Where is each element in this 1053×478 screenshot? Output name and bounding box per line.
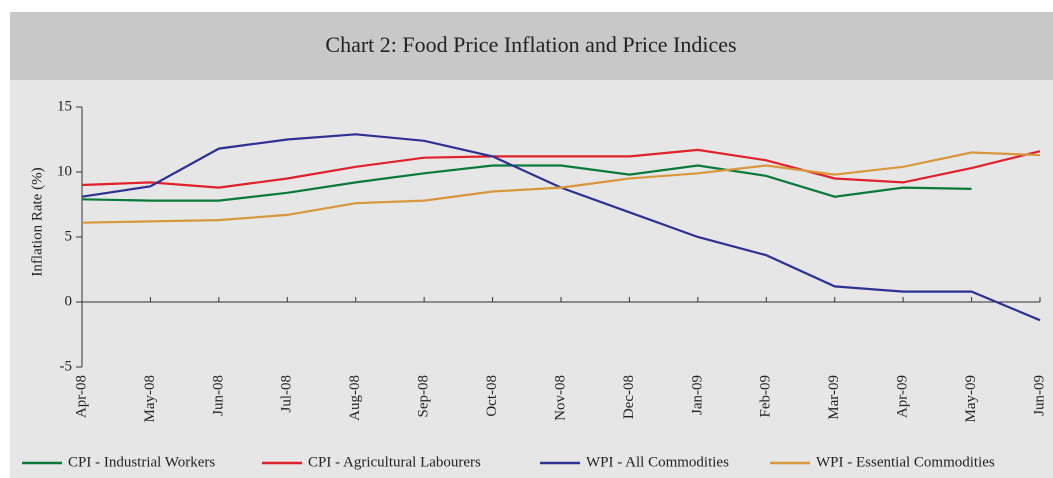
x-tick-label: May-08 [142,375,158,423]
legend-label: WPI - Essential Commodities [816,454,995,470]
chart-background [10,12,1053,478]
y-tick-label: 15 [57,98,72,114]
series-line [81,148,1041,189]
x-tick-label: Jun-08 [210,375,226,416]
x-tick-label: Aug-08 [347,375,363,421]
y-tick-label: 10 [57,163,72,179]
x-tick-label: Sep-08 [416,375,432,418]
chart-title: Chart 2: Food Price Inflation and Price … [325,32,736,57]
x-tick-label: Dec-08 [621,375,637,419]
legend-label: CPI - Agricultural Labourers [308,454,481,470]
legend-label: WPI - All Commodities [586,454,729,470]
x-tick-label: Nov-08 [552,375,568,421]
x-tick-label: May-09 [963,375,979,423]
x-tick-label: Jun-09 [1031,375,1047,416]
series-line [81,164,972,202]
x-tick-label: Oct-08 [484,375,500,417]
x-tick-label: Feb-09 [758,375,774,418]
legend-label: CPI - Industrial Workers [68,454,215,470]
y-tick-label: 5 [65,228,73,244]
title-band [10,12,1053,80]
y-axis-label: Inflation Rate (%) [29,167,45,276]
series-line [81,151,1041,224]
x-tick-label: Mar-09 [826,375,842,420]
x-tick-label: Jan-09 [689,375,705,415]
x-tick-label: Apr-09 [895,375,911,418]
y-tick-label: 0 [65,293,73,309]
x-tick-label: Apr-08 [73,375,89,418]
x-tick-label: Jul-08 [279,375,295,413]
y-tick-label: -5 [60,358,73,374]
